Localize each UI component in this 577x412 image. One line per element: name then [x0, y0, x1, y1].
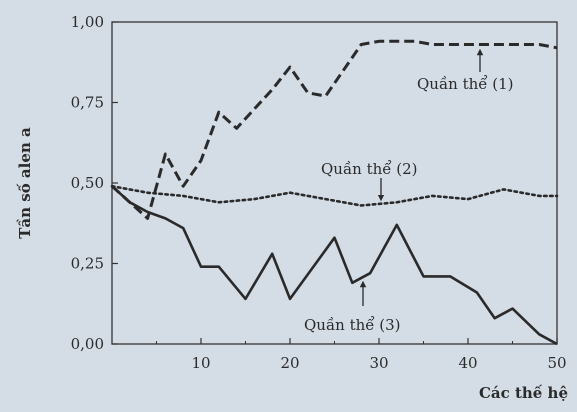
x-tick-label: 30 — [369, 354, 388, 372]
annotation-population-3: Quần thể (3) — [304, 316, 401, 334]
annotation-population-1: Quần thể (1) — [417, 75, 514, 93]
y-tick-label: 0,25 — [71, 255, 104, 273]
y-axis-title: Tần số alen a — [16, 127, 34, 239]
x-tick-label: 40 — [458, 354, 477, 372]
y-tick-label: 1,00 — [71, 13, 104, 31]
series-line-population-2 — [110, 184, 559, 207]
x-tick-label: 50 — [547, 354, 566, 372]
x-tick-label: 10 — [191, 354, 210, 372]
y-axis: 0,00 0,25 0,50 0,75 1,00 — [71, 13, 118, 353]
y-tick-label: 0,50 — [71, 174, 104, 192]
x-axis: 10 20 30 40 50 — [156, 338, 567, 372]
plot-frame — [111, 21, 558, 345]
x-axis-title: Các thế hệ — [479, 384, 568, 402]
y-tick-label: 0,75 — [71, 94, 104, 112]
series-line-population-3 — [111, 185, 558, 346]
x-tick-label: 20 — [280, 354, 299, 372]
series-layer — [110, 39, 559, 346]
annotation-population-2: Quần thể (2) — [321, 160, 418, 178]
series-line-population-1 — [110, 39, 558, 220]
y-tick-label: 0,00 — [71, 335, 104, 353]
